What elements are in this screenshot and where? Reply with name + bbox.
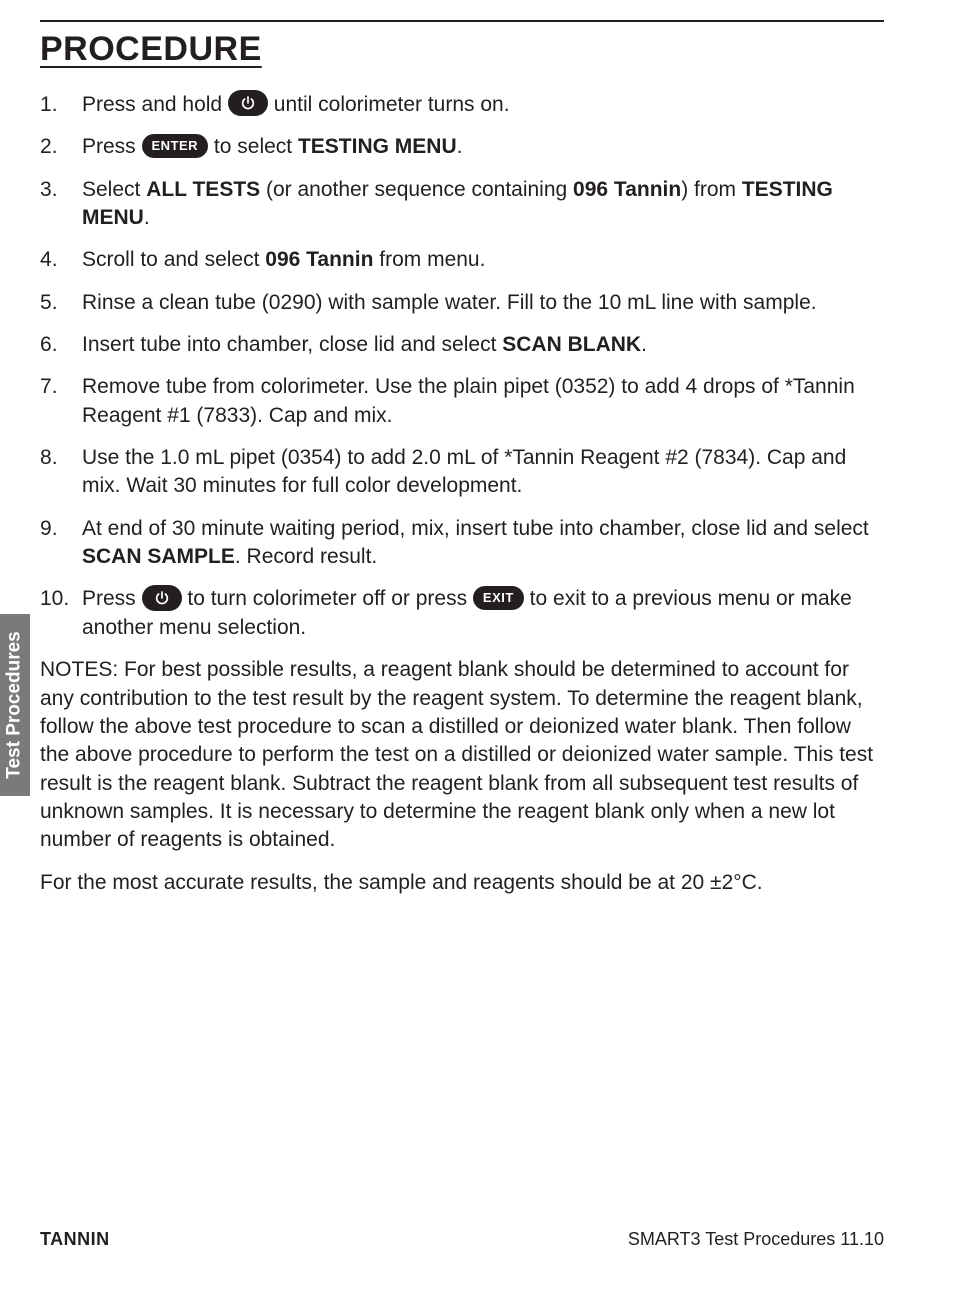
step-text: . <box>457 135 463 158</box>
step-bold: 096 Tannin <box>265 248 373 271</box>
step-1: Press and hold until colorimeter turns o… <box>40 91 884 119</box>
step-bold: TESTING MENU <box>298 135 457 158</box>
step-bold: 096 Tannin <box>573 178 681 201</box>
step-5: Rinse a clean tube (0290) with sample wa… <box>40 289 884 317</box>
notes-section: NOTES: For best possible results, a reag… <box>40 656 884 897</box>
step-text: Press <box>82 135 142 158</box>
exit-button-icon: EXIT <box>473 586 524 610</box>
step-9: At end of 30 minute waiting period, mix,… <box>40 515 884 572</box>
step-7: Remove tube from colorimeter. Use the pl… <box>40 373 884 430</box>
procedure-steps: Press and hold until colorimeter turns o… <box>40 91 884 642</box>
step-text: to turn colorimeter off or press <box>187 587 473 610</box>
step-text: until colorimeter turns on. <box>274 93 510 116</box>
step-text: Rinse a clean tube (0290) with sample wa… <box>82 291 817 314</box>
step-8: Use the 1.0 mL pipet (0354) to add 2.0 m… <box>40 444 884 501</box>
step-text: Press and hold <box>82 93 228 116</box>
step-text: Select <box>82 178 146 201</box>
power-icon <box>142 585 182 611</box>
step-text: Use the 1.0 mL pipet (0354) to add 2.0 m… <box>82 446 846 497</box>
step-text: (or another sequence containing <box>260 178 573 201</box>
power-icon <box>228 90 268 116</box>
step-6: Insert tube into chamber, close lid and … <box>40 331 884 359</box>
step-text: ) from <box>681 178 742 201</box>
step-bold: SCAN SAMPLE <box>82 545 235 568</box>
step-text: Scroll to and select <box>82 248 265 271</box>
notes-paragraph-2: For the most accurate results, the sampl… <box>40 869 884 897</box>
page-footer: TANNIN SMART3 Test Procedures 11.10 <box>40 1229 884 1250</box>
step-text: At end of 30 minute waiting period, mix,… <box>82 517 869 540</box>
step-4: Scroll to and select 096 Tannin from men… <box>40 246 884 274</box>
step-bold: ALL TESTS <box>146 178 260 201</box>
footer-right: SMART3 Test Procedures 11.10 <box>628 1229 884 1250</box>
step-10: Press to turn colorimeter off or press E… <box>40 585 884 642</box>
side-tab-label: Test Procedures <box>4 631 26 778</box>
step-3: Select ALL TESTS (or another sequence co… <box>40 176 884 233</box>
side-tab: Test Procedures <box>0 614 30 796</box>
step-text: to select <box>214 135 298 158</box>
step-2: Press ENTER to select TESTING MENU. <box>40 133 884 161</box>
enter-button-icon: ENTER <box>142 134 209 158</box>
notes-paragraph-1: NOTES: For best possible results, a reag… <box>40 656 884 854</box>
page-heading: PROCEDURE <box>40 30 884 69</box>
top-rule <box>40 20 884 22</box>
step-text: . <box>144 206 150 229</box>
step-text: Remove tube from colorimeter. Use the pl… <box>82 375 855 426</box>
step-bold: SCAN BLANK <box>502 333 641 356</box>
step-text: from menu. <box>373 248 485 271</box>
step-text: . Record result. <box>235 545 377 568</box>
step-text: Press <box>82 587 142 610</box>
step-text: . <box>641 333 647 356</box>
footer-left: TANNIN <box>40 1229 110 1250</box>
step-text: Insert tube into chamber, close lid and … <box>82 333 502 356</box>
